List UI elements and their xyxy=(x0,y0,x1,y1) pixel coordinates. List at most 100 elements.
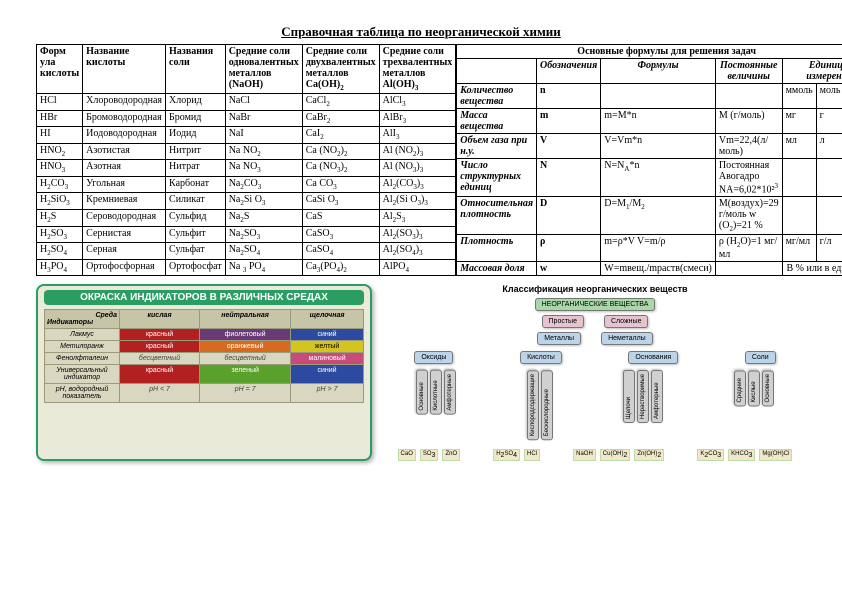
formulas-table: Основные формулы для решения задач Обозн… xyxy=(456,44,842,276)
table-row: Плотностьρm=ρ*V V=m/ρρ (H2O)=1 мг/млмг/м… xyxy=(457,235,842,262)
classification-leaf: Амфотерные xyxy=(651,370,663,423)
table-cell: Бромоводородная xyxy=(83,110,166,127)
table-cell: M(воздух)=29 г/моль w (O2)=21 % xyxy=(715,197,782,235)
table-cell: Нитрат xyxy=(166,160,226,177)
indicator-cell: синий xyxy=(291,329,364,341)
table-cell xyxy=(601,84,716,109)
acids-col-header: Средние соли двухвалентных металлов Ca(O… xyxy=(302,45,379,94)
table-cell: CaI2 xyxy=(302,127,379,144)
table-row: Объем газа при н.у.VV=Vm*nVm=22,4(л/моль… xyxy=(457,134,842,159)
table-cell: D=M1/M2 xyxy=(601,197,716,235)
classification-leaf: Основные xyxy=(416,370,428,415)
table-row: H2SO4СернаяСульфатNa2SO4CaSO4Al2(SO4)3 xyxy=(37,243,456,260)
node-root: НЕОРГАНИЧЕСКИЕ ВЕЩЕСТВА xyxy=(535,298,656,311)
page-title: Справочная таблица по неорганической хим… xyxy=(36,24,806,40)
table-cell: H2SO4 xyxy=(37,243,83,260)
acids-col-header: Средние соли трехвалентных металлов Al(O… xyxy=(379,45,456,94)
table-cell: Ортофосфат xyxy=(166,259,226,276)
table-row: HBrБромоводороднаяБромидNaBrCaBr2AlBr3 xyxy=(37,110,456,127)
table-cell: H2SiO3 xyxy=(37,193,83,210)
table-cell: Кремниевая xyxy=(83,193,166,210)
classification-node: Основания xyxy=(628,351,678,364)
table-cell: m=ρ*V V=m/ρ xyxy=(601,235,716,262)
table-cell: n xyxy=(537,84,601,109)
table-cell: H2S xyxy=(37,209,83,226)
table-cell: Сульфид xyxy=(166,209,226,226)
indicator-cell: pH > 7 xyxy=(291,384,364,403)
table-cell: Число структурных единиц xyxy=(457,159,537,197)
table-cell: Постоянная Авогадро NA=6,02*10²3 xyxy=(715,159,782,197)
formula-chip: H2SO4 xyxy=(493,449,520,461)
table-cell: Нитрит xyxy=(166,143,226,160)
formula-chip: NaOH xyxy=(573,449,596,461)
table-cell: Азотная xyxy=(83,160,166,177)
table-cell: H3PO4 xyxy=(37,259,83,276)
table-cell: Масса вещества xyxy=(457,109,537,134)
indicator-cell: pH = 7 xyxy=(200,384,291,403)
formula-chip: KHCO3 xyxy=(728,449,755,461)
table-cell: Na NO2 xyxy=(225,143,302,160)
table-cell: Силикат xyxy=(166,193,226,210)
table-cell: CaBr2 xyxy=(302,110,379,127)
table-cell: CaS xyxy=(302,209,379,226)
table-cell: NaCl xyxy=(225,94,302,111)
table-cell: Азотистая xyxy=(83,143,166,160)
table-cell: Сульфит xyxy=(166,226,226,243)
table-cell: AlI3 xyxy=(379,127,456,144)
table-row: Относительная плотностьDD=M1/M2M(воздух)… xyxy=(457,197,842,235)
table-cell: Na 3 PO4 xyxy=(225,259,302,276)
table-cell: W=mвещ./mраств(смеси) xyxy=(601,262,716,276)
table-cell xyxy=(715,84,782,109)
table-cell: H2CO3 xyxy=(37,176,83,193)
table-row: Фенолфталеинбесцветныйбесцветныймалиновы… xyxy=(45,353,364,365)
table-row: HClХлороводороднаяХлоридNaClCaCl2AlCl3 xyxy=(37,94,456,111)
table-row: Число структурных единицNN=NA*nПостоянна… xyxy=(457,159,842,197)
table-cell: г/л xyxy=(816,235,842,262)
table-cell: Ортофосфорная xyxy=(83,259,166,276)
indicator-cell: малиновый xyxy=(291,353,364,365)
classification-leaf: Амфотерные xyxy=(444,370,456,415)
table-cell: HBr xyxy=(37,110,83,127)
table-cell: Na2S xyxy=(225,209,302,226)
table-cell: Al2(CO3)3 xyxy=(379,176,456,193)
table-cell: Al (NO2)3 xyxy=(379,143,456,160)
table-cell: AlBr3 xyxy=(379,110,456,127)
table-row: Массовая доляwW=mвещ./mраств(смеси)В % и… xyxy=(457,262,842,276)
formula-chip: Zn(OH)2 xyxy=(634,449,664,461)
node-metals: Металлы xyxy=(537,332,581,345)
table-cell: Vm=22,4(л/моль) xyxy=(715,134,782,159)
table-cell: Бромид xyxy=(166,110,226,127)
table-cell: Ca CO3 xyxy=(302,176,379,193)
indicator-cell: pH < 7 xyxy=(120,384,200,403)
table-cell: Количество вещества xyxy=(457,84,537,109)
table-cell: Иодоводородная xyxy=(83,127,166,144)
table-row: H3PO4ОртофосфорнаяОртофосфатNa 3 PO4Ca3(… xyxy=(37,259,456,276)
table-cell: ммоль xyxy=(782,84,816,109)
table-row: H2SСероводороднаяСульфидNa2SCaSAl2S3 xyxy=(37,209,456,226)
formula-chip: HCl xyxy=(524,449,540,461)
indicator-cell: красный xyxy=(120,329,200,341)
table-cell xyxy=(816,159,842,197)
table-cell: Относительная плотность xyxy=(457,197,537,235)
formula-chip: SO3 xyxy=(420,449,439,461)
table-cell: Серная xyxy=(83,243,166,260)
classification-leaf: Кислородсодержащие xyxy=(527,370,539,440)
table-cell: N xyxy=(537,159,601,197)
indicators-panel: ОКРАСКА ИНДИКАТОРОВ В РАЗЛИЧНЫХ СРЕДАХ С… xyxy=(36,284,372,460)
classification-leaf: Основные xyxy=(762,370,774,406)
table-cell: Al2(Si O3)3 xyxy=(379,193,456,210)
table-cell: Плотность xyxy=(457,235,537,262)
classification-node: Оксиды xyxy=(414,351,453,364)
table-cell: m=M*n xyxy=(601,109,716,134)
indicator-cell: красный xyxy=(120,365,200,384)
table-cell: Хлорид xyxy=(166,94,226,111)
table-cell: Ca (NO2)2 xyxy=(302,143,379,160)
table-cell: NaBr xyxy=(225,110,302,127)
formulas-main-header: Основные формулы для решения задач xyxy=(457,45,842,59)
table-cell: Сульфат xyxy=(166,243,226,260)
table-cell: Al2(SO4)3 xyxy=(379,243,456,260)
indicator-cell: желтый xyxy=(291,341,364,353)
table-cell: г xyxy=(816,109,842,134)
table-cell xyxy=(715,262,782,276)
table-cell: H2SO3 xyxy=(37,226,83,243)
